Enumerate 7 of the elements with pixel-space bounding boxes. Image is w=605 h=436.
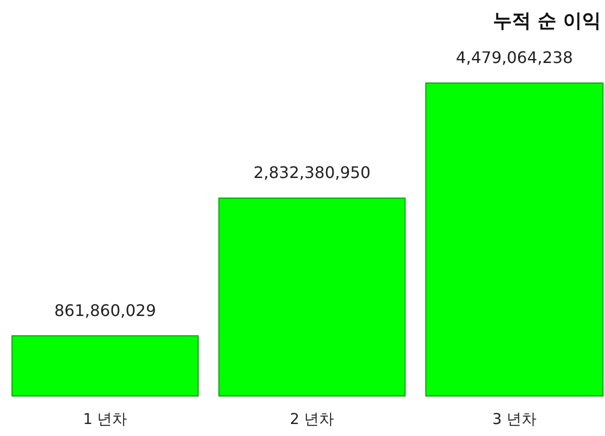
chart-title: 누적 순 이익 [492, 10, 601, 32]
x-tick-label: 2 년차 [290, 410, 334, 428]
data-label: 4,479,064,238 [456, 48, 573, 67]
x-tick-label: 3 년차 [492, 410, 537, 428]
data-label: 2,832,380,950 [253, 163, 371, 182]
data-label: 861,860,029 [54, 300, 156, 320]
x-tick-label: 1 년차 [82, 410, 128, 428]
